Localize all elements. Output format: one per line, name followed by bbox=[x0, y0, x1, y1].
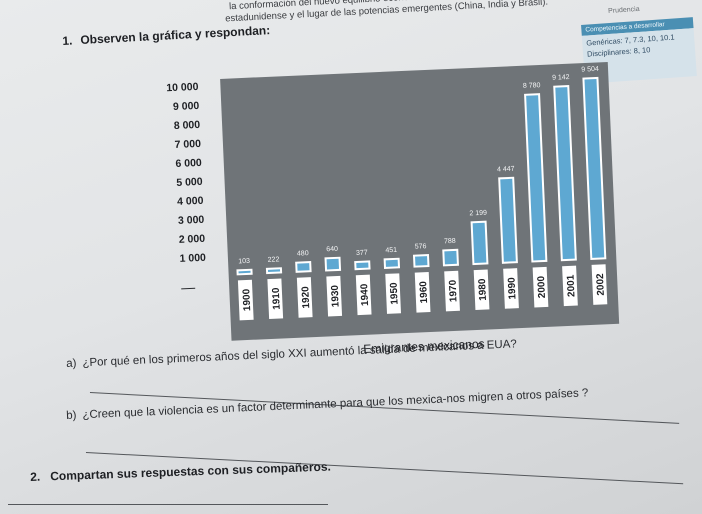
y-tick-label: 8 000 bbox=[174, 119, 201, 132]
x-tick-box bbox=[591, 264, 608, 305]
question-1-number: 1. bbox=[62, 33, 73, 48]
bar-1960 bbox=[412, 254, 430, 268]
bar-1940 bbox=[354, 260, 371, 271]
question-2-text: Compartan sus respuestas con sus compañe… bbox=[50, 459, 332, 484]
x-tick-label: 1960 bbox=[418, 280, 430, 303]
x-tick-box bbox=[444, 270, 460, 312]
x-tick-1980: 1980 bbox=[473, 269, 490, 311]
x-tick-1930: 1930 bbox=[326, 275, 343, 317]
x-tick-label: 1930 bbox=[330, 284, 342, 307]
bar-value-label: 9 504 bbox=[581, 66, 599, 74]
x-tick-1950: 1950 bbox=[385, 273, 402, 314]
competencias-tag: Prudencia bbox=[607, 5, 640, 16]
x-tick-label: 1940 bbox=[359, 283, 371, 306]
y-tick-label: 9 000 bbox=[173, 100, 200, 113]
bar-value-label: 8 780 bbox=[523, 82, 541, 90]
bar-value-label: 576 bbox=[415, 243, 427, 251]
bar-1930 bbox=[324, 256, 342, 272]
x-tick-2001: 2001 bbox=[562, 265, 578, 307]
bar-1920 bbox=[295, 261, 312, 273]
x-tick-box bbox=[532, 266, 549, 308]
y-tick-label: 5 000 bbox=[176, 176, 203, 189]
x-tick-1920: 1920 bbox=[296, 277, 313, 318]
question-b: b) ¿Creen que la violencia es un factor d… bbox=[66, 387, 589, 422]
y-axis-dash bbox=[181, 287, 196, 290]
x-tick-box bbox=[385, 273, 402, 314]
question-1: 1. Observen la gráfica y respondan: bbox=[62, 23, 271, 48]
x-tick-label: 1970 bbox=[448, 279, 460, 302]
x-tick-1940: 1940 bbox=[355, 274, 372, 316]
bar-value-label: 9 142 bbox=[552, 74, 570, 82]
x-tick-label: 2002 bbox=[595, 273, 607, 296]
question-b-text: ¿Creen que la violencia es un factor det… bbox=[82, 387, 589, 422]
bar-1910 bbox=[265, 267, 283, 275]
bar-1900 bbox=[236, 268, 253, 276]
x-tick-box bbox=[414, 272, 431, 313]
bar-2002 bbox=[582, 76, 607, 260]
x-tick-box bbox=[355, 274, 372, 316]
x-tick-label: 1920 bbox=[300, 286, 312, 309]
bar-value-label: 2 199 bbox=[469, 210, 487, 218]
x-tick-label: 1900 bbox=[241, 288, 253, 311]
bar-value-label: 788 bbox=[444, 238, 456, 246]
question-2: 2. Compartan sus respuestas con sus compa… bbox=[30, 460, 331, 484]
question-a-label: a) bbox=[66, 357, 77, 370]
y-tick-label: 3 000 bbox=[178, 214, 205, 227]
x-tick-box bbox=[296, 277, 313, 318]
bar-2001 bbox=[553, 85, 577, 262]
bar-value-label: 377 bbox=[356, 250, 368, 258]
x-tick-1960: 1960 bbox=[414, 272, 431, 313]
bar-value-label: 103 bbox=[238, 258, 250, 266]
bar-value-label: 640 bbox=[326, 246, 338, 254]
x-tick-1900: 1900 bbox=[237, 279, 254, 321]
x-tick-label: 1990 bbox=[507, 277, 519, 300]
x-tick-1910: 1910 bbox=[267, 278, 284, 320]
bar-1980 bbox=[470, 220, 489, 266]
y-tick-label: 10 000 bbox=[166, 81, 199, 94]
x-tick-box bbox=[473, 269, 490, 311]
y-tick-label: 1 000 bbox=[179, 252, 206, 265]
bar-value-label: 480 bbox=[297, 250, 309, 258]
bar-value-label: 222 bbox=[268, 256, 280, 264]
question-b-label: b) bbox=[66, 409, 77, 422]
x-tick-box bbox=[267, 278, 284, 320]
y-tick-label: 6 000 bbox=[175, 157, 202, 170]
x-tick-2002: 2002 bbox=[591, 264, 608, 305]
bar-value-label: 4 447 bbox=[497, 166, 515, 174]
x-tick-label: 1950 bbox=[389, 282, 401, 305]
x-tick-label: 2000 bbox=[536, 275, 548, 298]
emigrants-chart: 1 000 2 000 3 000 4 000 5 000 6 000 7 000 8 000… bbox=[150, 58, 624, 368]
bar-2000 bbox=[524, 93, 548, 263]
chart-plot-background bbox=[220, 62, 620, 341]
y-tick-label: 2 000 bbox=[179, 233, 206, 246]
x-tick-1970: 1970 bbox=[444, 270, 460, 312]
x-tick-box bbox=[237, 279, 254, 321]
x-tick-2000: 2000 bbox=[532, 266, 549, 308]
x-tick-label: 1910 bbox=[271, 287, 283, 310]
x-tick-1990: 1990 bbox=[503, 268, 519, 309]
question-1-text: Observen la gráfica y respondan: bbox=[79, 23, 271, 48]
answer-line-2 bbox=[8, 504, 328, 505]
question-2-number: 2. bbox=[30, 469, 41, 484]
bar-value-label: 451 bbox=[385, 247, 397, 255]
y-tick-label: 4 000 bbox=[177, 195, 204, 208]
bar-1970 bbox=[442, 248, 459, 267]
x-tick-label: 2001 bbox=[565, 274, 577, 297]
bar-1950 bbox=[383, 257, 401, 269]
bar-1990 bbox=[498, 176, 518, 264]
chart-x-axis-label: Emigrantes mexicanos bbox=[363, 337, 485, 356]
x-tick-label: 1980 bbox=[477, 278, 489, 301]
x-tick-box bbox=[326, 275, 343, 317]
y-tick-label: 7 000 bbox=[174, 138, 201, 151]
chart-svg: 1 000 2 000 3 000 4 000 5 000 6 000 7 000 8 000… bbox=[166, 62, 620, 356]
x-tick-box bbox=[503, 268, 519, 309]
x-tick-box bbox=[562, 265, 578, 307]
